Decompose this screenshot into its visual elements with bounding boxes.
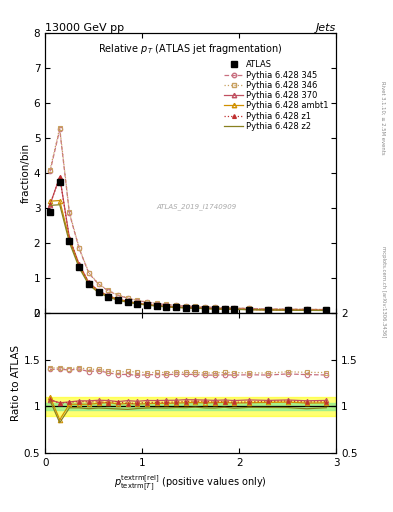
Text: ATLAS_2019_I1740909: ATLAS_2019_I1740909 bbox=[156, 203, 237, 210]
Legend: ATLAS, Pythia 6.428 345, Pythia 6.428 346, Pythia 6.428 370, Pythia 6.428 ambt1,: ATLAS, Pythia 6.428 345, Pythia 6.428 34… bbox=[221, 57, 332, 134]
Bar bbox=[45, 403, 336, 410]
Text: mcplots.cern.ch [arXiv:1306.3436]: mcplots.cern.ch [arXiv:1306.3436] bbox=[381, 246, 386, 337]
Y-axis label: fraction/bin: fraction/bin bbox=[21, 143, 31, 203]
Text: Relative $p_T$ (ATLAS jet fragmentation): Relative $p_T$ (ATLAS jet fragmentation) bbox=[98, 41, 283, 56]
Text: Jets: Jets bbox=[316, 23, 336, 33]
Y-axis label: Ratio to ATLAS: Ratio to ATLAS bbox=[11, 345, 21, 421]
Text: 13000 GeV pp: 13000 GeV pp bbox=[45, 23, 124, 33]
X-axis label: $p_{\mathregular{textrm}[T]}^{\mathregular{textrm[rel]}}$ (positive values only): $p_{\mathregular{textrm}[T]}^{\mathregul… bbox=[114, 474, 267, 494]
Text: Rivet 3.1.10; ≥ 2.5M events: Rivet 3.1.10; ≥ 2.5M events bbox=[381, 81, 386, 155]
Bar bbox=[45, 397, 336, 416]
